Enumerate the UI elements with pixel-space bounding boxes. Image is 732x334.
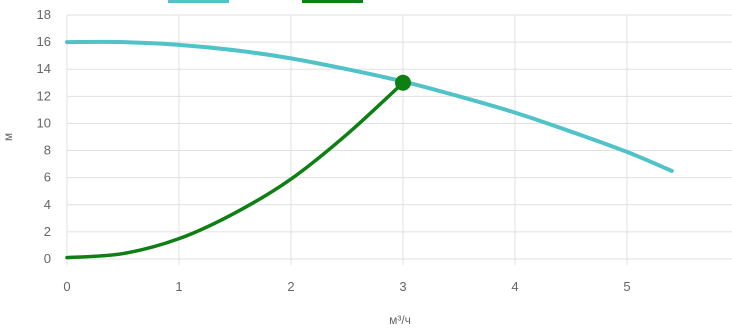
y-tick-label: 4	[44, 197, 51, 212]
y-tick-label: 14	[37, 61, 51, 76]
x-tick-label: 5	[623, 279, 630, 294]
x-tick-label: 2	[287, 279, 294, 294]
series-group	[65, 39, 674, 260]
grid	[66, 14, 732, 265]
y-axis-title: м	[1, 133, 15, 141]
operating-point-marker[interactable]	[395, 74, 411, 91]
x-tick-label: 4	[511, 279, 518, 294]
legend-swatch[interactable]	[168, 0, 229, 3]
y-tick-label: 6	[44, 170, 51, 185]
y-tick-label: 8	[44, 143, 51, 158]
x-axis-title: м³/ч	[389, 313, 411, 327]
x-tick-label: 3	[399, 279, 406, 294]
pump-curve-line	[65, 39, 674, 173]
x-tick-label: 0	[63, 279, 70, 294]
y-tick-label: 12	[37, 88, 51, 103]
y-tick-label: 2	[44, 224, 51, 239]
system-curve-line	[65, 81, 405, 260]
y-tick-label: 18	[37, 7, 51, 22]
y-tick-label: 0	[44, 251, 51, 266]
y-tick-label: 10	[37, 115, 51, 130]
legend-swatch[interactable]	[302, 0, 363, 3]
legend[interactable]	[168, 0, 363, 3]
y-tick-label: 16	[37, 34, 51, 49]
x-tick-label: 1	[175, 279, 182, 294]
